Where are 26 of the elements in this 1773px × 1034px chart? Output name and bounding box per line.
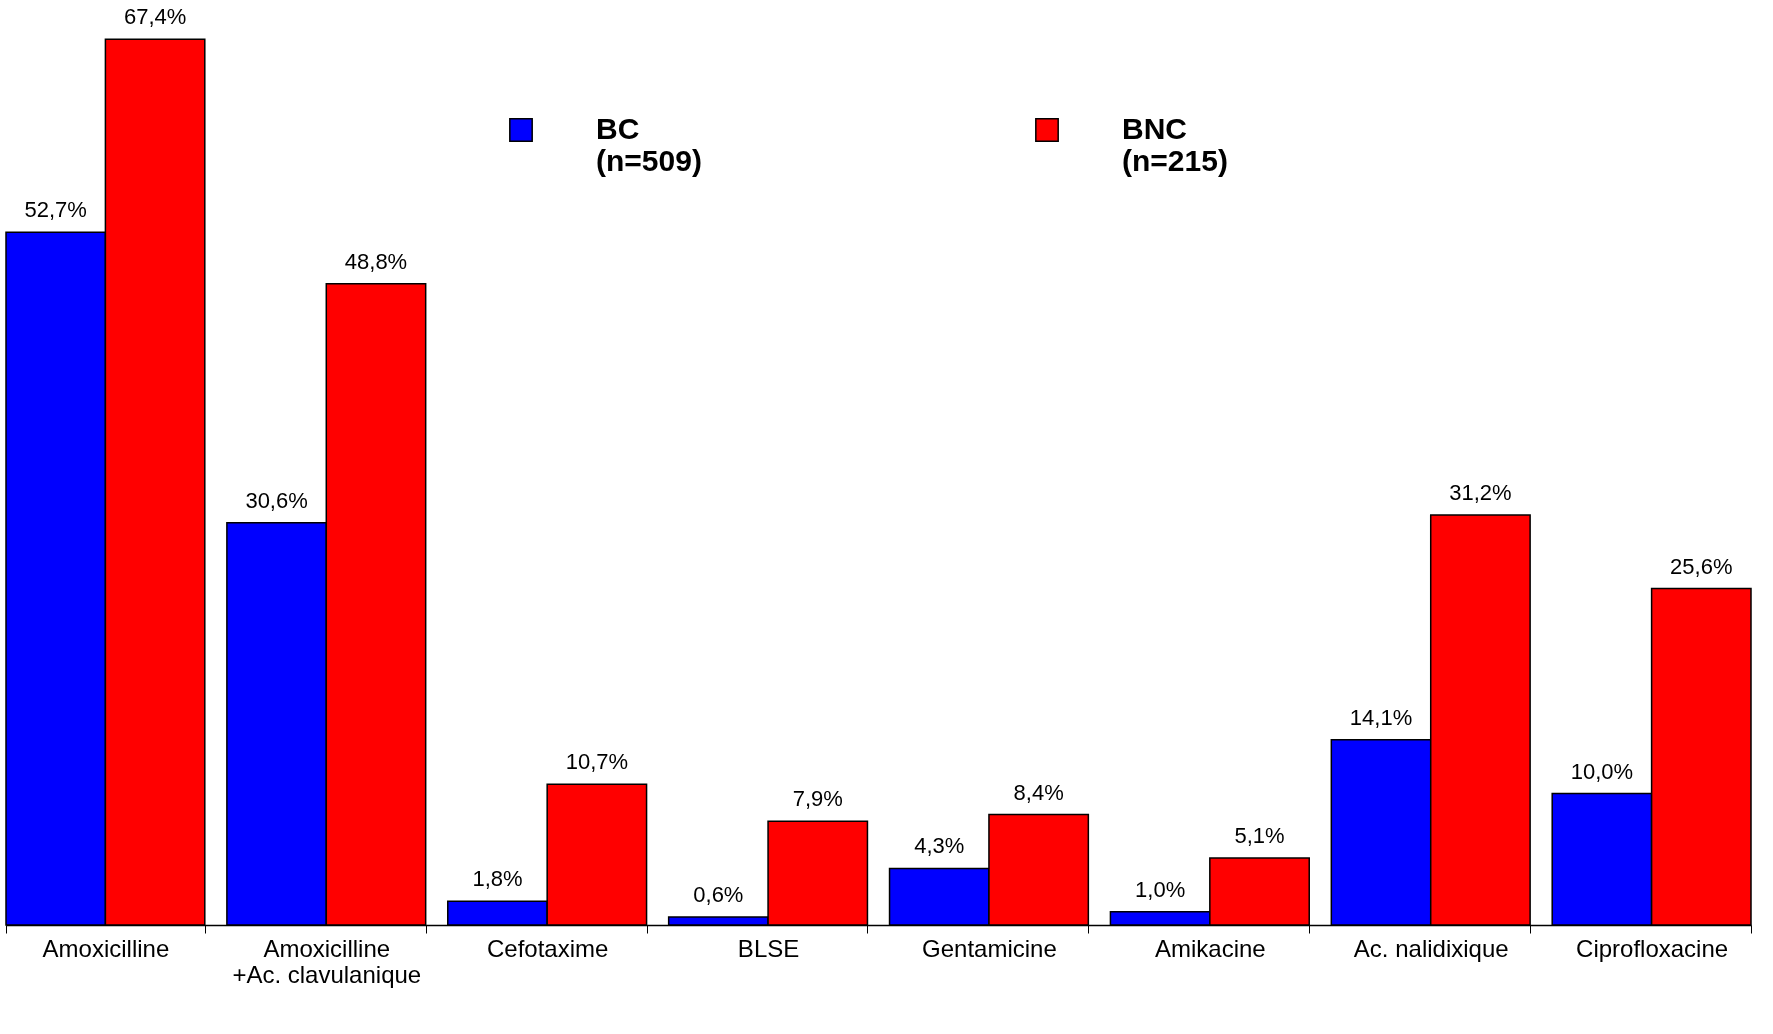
x-tick-label: Ciprofloxacine — [1576, 934, 1729, 962]
data-label: 14,1% — [1349, 704, 1413, 730]
data-label: 5,1% — [1234, 822, 1285, 848]
legend-label: BC (n=509) — [596, 112, 702, 177]
data-label: 0,6% — [693, 882, 744, 908]
data-label: 52,7% — [24, 197, 87, 223]
x-tick-label: Cefotaxime — [486, 934, 609, 962]
data-label: 30,6% — [245, 487, 308, 513]
data-label: 7,9% — [792, 786, 843, 812]
legend-label: BNC (n=215) — [1122, 112, 1228, 177]
x-tick-label: Amikacine — [1154, 934, 1266, 962]
data-label: 10,0% — [1570, 758, 1634, 784]
data-label: 31,2% — [1449, 479, 1512, 505]
data-label: 10,7% — [565, 749, 629, 775]
data-label: 8,4% — [1013, 779, 1064, 805]
x-tick-label: Amoxicilline +Ac. clavulanique — [232, 934, 422, 988]
data-label: 67,4% — [123, 4, 187, 30]
x-tick-label: Ac. nalidixique — [1353, 934, 1509, 962]
data-label: 1,8% — [472, 866, 523, 892]
data-label: 4,3% — [914, 833, 965, 859]
data-label: 25,6% — [1670, 553, 1733, 579]
data-label: 48,8% — [344, 248, 408, 274]
x-tick-label: Gentamicine — [922, 934, 1057, 962]
x-tick-label: Amoxicilline — [42, 934, 170, 962]
x-tick-label: BLSE — [737, 934, 800, 962]
data-label: 1,0% — [1135, 876, 1186, 902]
